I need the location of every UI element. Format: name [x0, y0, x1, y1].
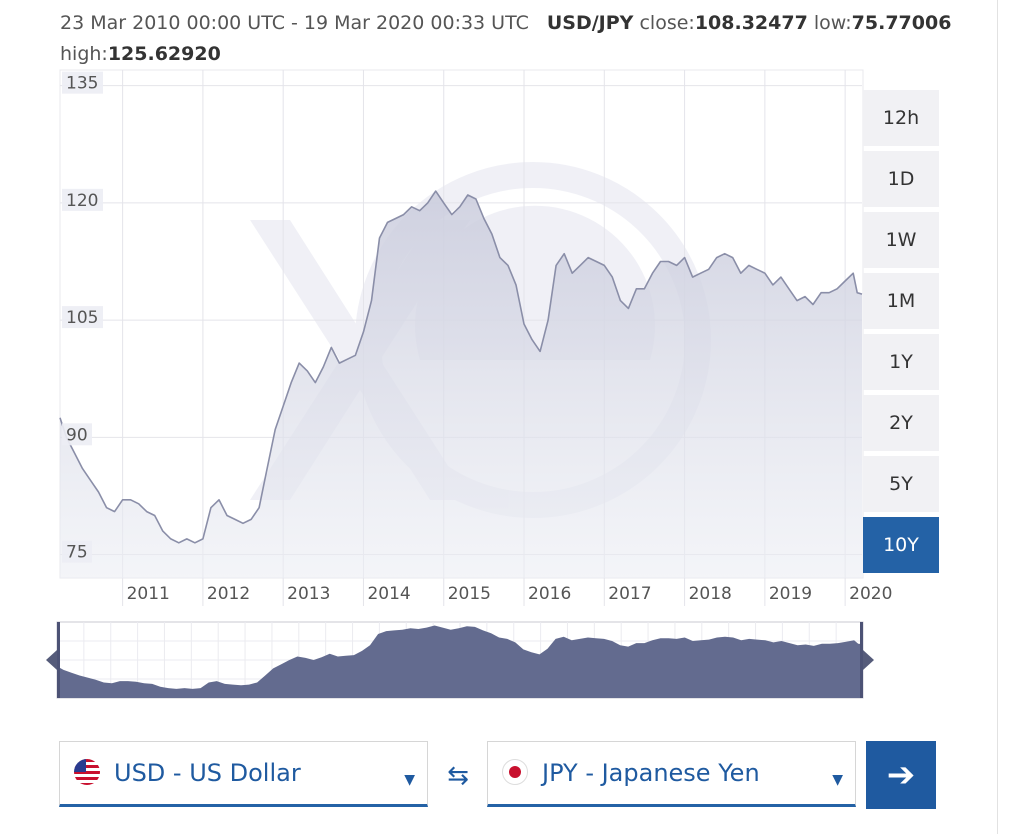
caret-down-icon: ▼: [832, 772, 843, 788]
range-button-1d[interactable]: 1D: [863, 151, 939, 207]
low-value: 75.77006: [851, 12, 952, 34]
range-navigator[interactable]: [46, 621, 874, 699]
high-value: 125.62920: [107, 43, 221, 65]
navigator-area: [57, 625, 863, 698]
arrow-right-icon: ➔: [886, 755, 916, 795]
from-currency-label: USD - US Dollar: [114, 759, 301, 787]
date-range: 23 Mar 2010 00:00 UTC - 19 Mar 2020 00:3…: [60, 12, 529, 34]
range-button-1m[interactable]: 1M: [863, 273, 939, 329]
y-tick-label: 75: [66, 543, 88, 563]
series-line: [59, 190, 863, 544]
series-area-fill: [60, 191, 862, 578]
x-tick-label: 2018: [689, 584, 732, 604]
y-tick-label-bg: [62, 71, 103, 94]
navigator-handle-right: [860, 622, 863, 698]
japan-flag-icon: [502, 759, 528, 785]
y-tick-label: 90: [66, 425, 88, 445]
y-tick-label-bg: [62, 306, 103, 329]
navigator-left-arrow-icon: [46, 650, 57, 670]
range-button-10y[interactable]: 10Y: [863, 517, 939, 573]
range-button-1y[interactable]: 1Y: [863, 334, 939, 390]
y-tick-label: 105: [66, 308, 98, 328]
range-button-12h[interactable]: 12h: [863, 90, 939, 146]
chart-header: 23 Mar 2010 00:00 UTC - 19 Mar 2020 00:3…: [60, 8, 960, 70]
us-flag-icon: [74, 759, 100, 785]
y-tick-label: 135: [66, 74, 98, 94]
range-button-2y[interactable]: 2Y: [863, 395, 939, 451]
to-currency-label: JPY - Japanese Yen: [542, 759, 760, 787]
x-tick-label: 2015: [448, 584, 491, 604]
navigator-handle-left: [57, 622, 60, 698]
page-divider: [997, 0, 998, 834]
close-label: close:: [639, 12, 695, 34]
y-tick-label-bg: [62, 423, 92, 446]
low-label: low:: [813, 12, 852, 34]
x-tick-label: 2019: [769, 584, 812, 604]
currency-pair: USD/JPY: [546, 12, 634, 34]
x-tick-label: 2012: [207, 584, 250, 604]
swap-arrows-icon[interactable]: ⇆: [447, 761, 469, 791]
convert-button[interactable]: ➔: [866, 741, 936, 809]
to-currency-select[interactable]: JPY - Japanese Yen ▼: [487, 741, 856, 807]
range-button-1w[interactable]: 1W: [863, 212, 939, 268]
range-button-5y[interactable]: 5Y: [863, 456, 939, 512]
close-value: 108.32477: [694, 12, 808, 34]
x-tick-label: 2013: [287, 584, 330, 604]
x-tick-label: 2014: [367, 584, 410, 604]
from-currency-select[interactable]: USD - US Dollar ▼: [59, 741, 428, 807]
x-tick-label: 2017: [608, 584, 651, 604]
range-selector: 12h 1D 1W 1M 1Y 2Y 5Y 10Y: [863, 90, 939, 578]
x-axis-labels: 2011 2012 2013 2014 2015 2016 2017 2018 2019 2020: [127, 584, 893, 604]
x-tick-label: 2011: [127, 584, 170, 604]
series-area: [59, 190, 863, 578]
caret-down-icon: ▼: [404, 772, 415, 788]
navigator-right-arrow-icon: [863, 650, 874, 670]
y-axis-labels: 135 120 105 90 75: [62, 71, 103, 563]
x-tick-label: 2020: [849, 584, 892, 604]
x-tick-label: 2016: [528, 584, 571, 604]
y-tick-label: 120: [66, 191, 98, 211]
y-tick-label-bg: [62, 188, 103, 211]
high-label: high:: [60, 43, 108, 65]
y-tick-label-bg: [62, 540, 92, 563]
